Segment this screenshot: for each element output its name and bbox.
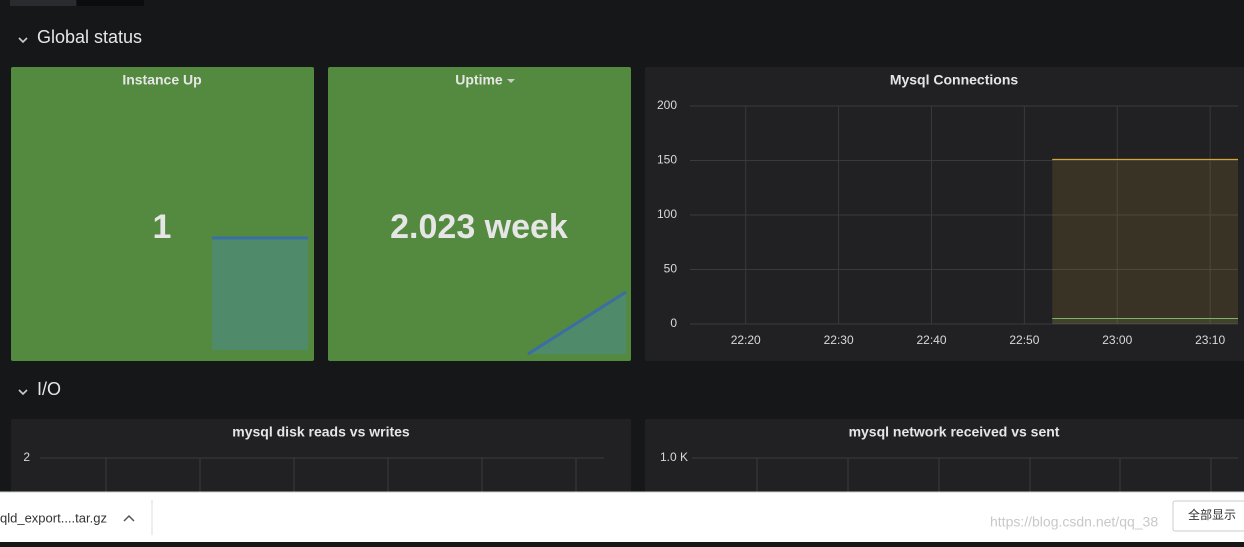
stat-value: 2.023 week xyxy=(390,208,568,246)
expand-icon[interactable] xyxy=(123,514,135,522)
x-tick-label: 23:10 xyxy=(1195,333,1225,347)
menu-caret[interactable] xyxy=(507,79,515,83)
collapse-icon[interactable] xyxy=(18,389,28,396)
y-tick-label: 2 xyxy=(23,450,30,464)
tab[interactable] xyxy=(77,0,144,6)
panel-title[interactable]: Instance Up xyxy=(122,72,201,88)
panel-title[interactable]: Uptime xyxy=(455,72,503,88)
watermark: https://blog.csdn.net/qq_38 xyxy=(990,514,1158,530)
sparkline-area xyxy=(212,238,308,350)
plot: 1.0 K xyxy=(660,450,1238,464)
y-tick-label: 1.0 K xyxy=(660,450,688,464)
show-all-label[interactable]: 全部显示 xyxy=(1188,507,1236,522)
graph-panel[interactable] xyxy=(645,67,1244,361)
x-tick-label: 22:50 xyxy=(1009,333,1039,347)
stat-panel[interactable] xyxy=(328,67,631,361)
tab[interactable] xyxy=(10,0,76,6)
plot: 2 xyxy=(23,450,604,464)
y-tick-label: 50 xyxy=(664,262,678,276)
section-title[interactable]: Global status xyxy=(37,27,142,47)
download-file[interactable]: qld_export....tar.gz xyxy=(0,510,107,525)
graph-panel[interactable] xyxy=(645,419,1244,499)
graph-panel[interactable] xyxy=(11,419,631,499)
stat-value: 1 xyxy=(153,208,172,246)
panel-title[interactable]: mysql network received vs sent xyxy=(849,424,1060,440)
y-tick-label: 200 xyxy=(657,98,677,112)
plot: 0 50 100 150 200 22:20 22:30 22:40 22:50 23:00 23:… xyxy=(657,98,1238,347)
series-area xyxy=(1052,159,1238,324)
y-tick-label: 0 xyxy=(670,316,677,330)
x-tick-label: 23:00 xyxy=(1102,333,1132,347)
download-bar xyxy=(0,492,1244,542)
panel-title[interactable]: mysql disk reads vs writes xyxy=(232,424,410,440)
section-title[interactable]: I/O xyxy=(37,379,61,399)
y-tick-label: 150 xyxy=(657,153,677,167)
panel-title[interactable]: Mysql Connections xyxy=(890,72,1019,88)
collapse-icon[interactable] xyxy=(18,37,28,44)
y-tick-label: 100 xyxy=(657,207,677,221)
x-tick-label: 22:30 xyxy=(824,333,854,347)
x-tick-label: 22:20 xyxy=(731,333,761,347)
sparkline xyxy=(527,290,627,356)
x-tick-label: 22:40 xyxy=(916,333,946,347)
series-area xyxy=(1052,318,1238,324)
show-all-button[interactable] xyxy=(1172,500,1244,532)
